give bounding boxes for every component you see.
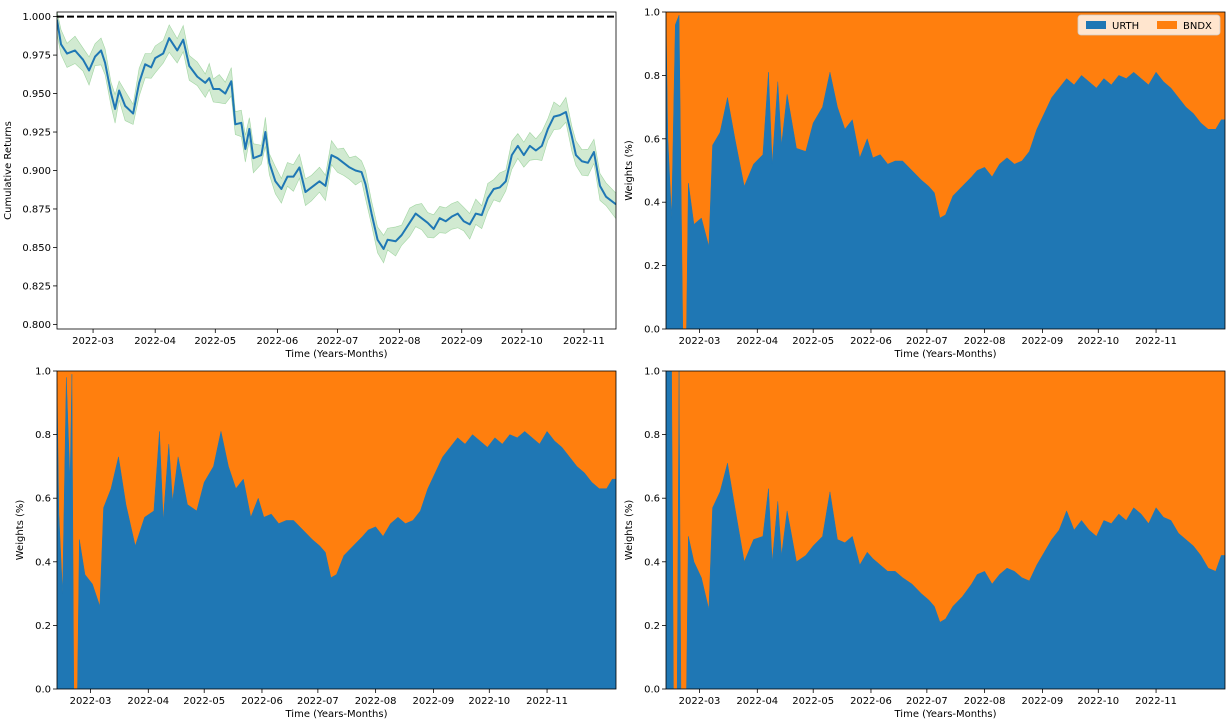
x-tick-label: 2022-09	[1021, 696, 1063, 707]
y-tick-label: 1.000	[22, 12, 51, 23]
legend-label-urth: URTH	[1112, 21, 1139, 32]
x-tick-label: 2022-07	[317, 336, 359, 347]
x-tick-label: 2022-09	[1021, 336, 1063, 347]
x-tick-label: 2022-08	[964, 696, 1006, 707]
y-axis-label: Cumulative Returns	[3, 121, 14, 220]
y-tick-label: 0.0	[35, 685, 51, 696]
y-tick-label: 0.4	[35, 557, 51, 568]
weights-panel-bottom-right: 2022-03 2022-04 2022-05 2022-06 2022-07 2022-…	[624, 367, 1226, 720]
x-tick-label: 2022-05	[194, 336, 236, 347]
y-tick-label: 0.950	[22, 89, 51, 100]
weights-panel-bottom-left: 2022-03 2022-04 2022-05 2022-06 2022-07 2022-…	[15, 367, 617, 720]
y-tick-label: 0.6	[644, 494, 660, 505]
urth-area	[57, 374, 616, 689]
x-axis-label: Time (Years-Months)	[285, 709, 388, 720]
x-tick-label: 2022-10	[1077, 336, 1119, 347]
x-tick-label: 2022-03	[70, 696, 112, 707]
x-axis-label: Time (Years-Months)	[285, 349, 388, 360]
y-tick-label: 0.2	[35, 621, 51, 632]
y-axis-label: Weights (%)	[624, 140, 635, 201]
x-tick-label: 2022-05	[792, 696, 834, 707]
weights-panel-top-right: 2022-03 2022-04 2022-05 2022-06 2022-07 2022-…	[624, 8, 1226, 360]
x-tick-label: 2022-08	[355, 696, 397, 707]
legend-box	[1077, 14, 1221, 36]
y-tick-label: 1.0	[644, 8, 660, 19]
legend-label-bndx: BNDX	[1183, 21, 1212, 32]
x-tick-label: 2022-04	[736, 336, 778, 347]
x-tick-label: 2022-04	[134, 336, 176, 347]
y-tick-label: 0.8	[35, 430, 51, 441]
x-tick-label: 2022-04	[127, 696, 169, 707]
y-tick-label: 0.6	[644, 134, 660, 145]
x-tick-label: 2022-05	[183, 696, 225, 707]
x-tick-label: 2022-03	[72, 336, 114, 347]
x-tick-label: 2022-06	[850, 696, 892, 707]
x-tick-label: 2022-11	[1135, 336, 1177, 347]
x-tick-label: 2022-11	[563, 336, 605, 347]
plot-frame	[665, 11, 1226, 330]
x-tick-label: 2022-06	[256, 336, 298, 347]
x-axis-label: Time (Years-Months)	[894, 709, 997, 720]
x-tick-label: 2022-07	[906, 696, 948, 707]
y-tick-label: 0.2	[644, 261, 660, 272]
y-tick-label: 0.8	[644, 71, 660, 82]
x-tick-label: 2022-06	[241, 696, 283, 707]
y-tick-label: 0.2	[644, 621, 660, 632]
x-tick-label: 2022-10	[468, 696, 510, 707]
y-tick-label: 0.4	[644, 198, 660, 209]
y-tick-label: 0.875	[22, 204, 51, 215]
cumulative-returns-line	[57, 19, 616, 250]
x-tick-label: 2022-10	[1077, 696, 1119, 707]
x-tick-label: 2022-08	[379, 336, 421, 347]
x-tick-label: 2022-11	[526, 696, 568, 707]
y-axis-label: Weights (%)	[15, 500, 26, 561]
y-tick-label: 0.825	[22, 281, 51, 292]
x-tick-label: 2022-06	[850, 336, 892, 347]
plot-frame	[56, 370, 617, 690]
x-tick-label: 2022-04	[736, 696, 778, 707]
y-tick-label: 0.800	[22, 320, 51, 331]
y-tick-label: 0.6	[35, 494, 51, 505]
urth-area	[666, 371, 1225, 689]
y-tick-label: 0.925	[22, 128, 51, 139]
x-tick-label: 2022-03	[679, 696, 721, 707]
y-tick-label: 0.975	[22, 51, 51, 62]
urth-area	[666, 15, 1225, 329]
plot-frame	[665, 370, 1226, 690]
x-tick-label: 2022-03	[679, 336, 721, 347]
x-tick-label: 2022-05	[792, 336, 834, 347]
legend: URTH BNDX	[1077, 14, 1221, 36]
y-tick-label: 1.0	[644, 367, 660, 378]
y-tick-label: 0.0	[644, 325, 660, 336]
x-tick-label: 2022-11	[1135, 696, 1177, 707]
legend-swatch-bndx	[1157, 21, 1177, 29]
cumulative-returns-panel: 2022-03 2022-04 2022-05 2022-06 2022-07 2022-…	[3, 11, 617, 360]
x-tick-label: 2022-10	[501, 336, 543, 347]
x-tick-label: 2022-07	[297, 696, 339, 707]
legend-swatch-urth	[1086, 21, 1106, 29]
y-tick-label: 0.8	[644, 430, 660, 441]
y-tick-label: 0.900	[22, 166, 51, 177]
x-tick-label: 2022-08	[964, 336, 1006, 347]
x-tick-label: 2022-07	[906, 336, 948, 347]
x-tick-label: 2022-09	[412, 696, 454, 707]
x-tick-label: 2022-09	[441, 336, 483, 347]
y-tick-label: 0.4	[644, 557, 660, 568]
y-axis-label: Weights (%)	[624, 500, 635, 561]
x-axis-label: Time (Years-Months)	[894, 349, 997, 360]
y-tick-label: 0.850	[22, 243, 51, 254]
y-tick-label: 1.0	[35, 367, 51, 378]
y-tick-label: 0.0	[644, 685, 660, 696]
